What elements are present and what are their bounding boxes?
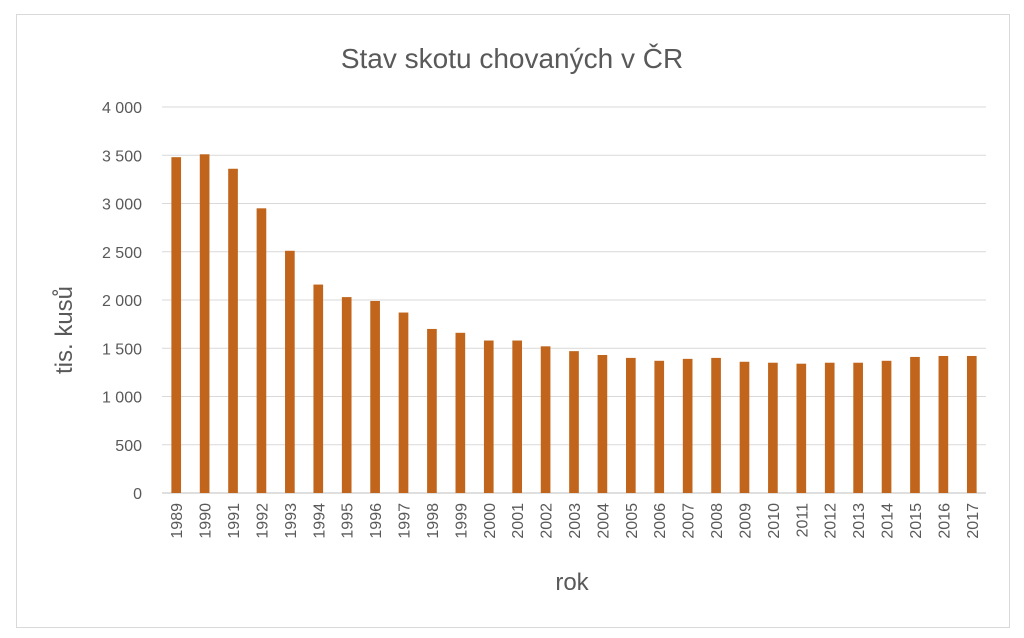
x-axis-ticks: 1989 1990 1991 1992 1993 1994 1995 1996 1997 1998… <box>169 503 982 539</box>
x-tick-label: 2006 <box>652 503 669 539</box>
bar-2001 <box>512 340 523 493</box>
bar-1995 <box>341 297 352 493</box>
x-tick-label: 1997 <box>397 503 414 539</box>
bar-2011 <box>796 363 807 493</box>
x-tick-label: 2008 <box>709 503 726 539</box>
x-tick-label: 2012 <box>823 503 840 539</box>
bar-2012 <box>824 362 835 493</box>
bar-2009 <box>739 361 750 493</box>
x-tick-label: 1998 <box>425 503 442 539</box>
x-tick-label: 2009 <box>737 503 754 539</box>
y-tick-label: 500 <box>115 438 142 455</box>
x-tick-label: 1991 <box>226 503 243 539</box>
y-tick-label: 0 <box>133 486 142 503</box>
bar-1998 <box>427 328 437 493</box>
bar-1994 <box>313 284 324 493</box>
bar-2014 <box>881 360 892 493</box>
x-tick-label: 2016 <box>936 503 953 539</box>
bar-2017 <box>966 355 977 493</box>
bar-2013 <box>853 362 863 493</box>
grid-lines <box>162 106 986 494</box>
x-tick-label: 2010 <box>766 503 783 539</box>
x-tick-label: 1992 <box>254 503 271 539</box>
y-tick-label: 4 000 <box>102 100 142 117</box>
y-axis-ticks: 0 500 1 000 1 500 2 000 2 500 3 000 3 500 4 000 <box>102 100 142 503</box>
x-tick-label: 1993 <box>283 503 300 539</box>
bar-1991 <box>228 168 238 493</box>
x-tick-label: 2000 <box>482 503 499 539</box>
y-tick-label: 1 000 <box>102 390 142 407</box>
bars <box>171 154 977 493</box>
bar-2005 <box>625 357 636 493</box>
y-tick-label: 3 000 <box>102 197 142 214</box>
bar-2007 <box>682 358 693 493</box>
y-tick-label: 1 500 <box>102 341 142 358</box>
chart-frame <box>16 14 1010 628</box>
x-tick-label: 1995 <box>340 503 357 539</box>
x-tick-label: 2007 <box>681 503 698 539</box>
y-axis-label: tis. kusů <box>51 286 78 374</box>
bar-2010 <box>768 362 778 493</box>
y-tick-label: 3 500 <box>102 148 142 165</box>
bar-2002 <box>540 346 551 493</box>
y-tick-label: 2 000 <box>102 293 142 310</box>
x-tick-label: 1996 <box>368 503 385 539</box>
x-tick-label: 2015 <box>908 503 925 539</box>
bar-1990 <box>199 154 210 493</box>
bar-2008 <box>711 357 721 493</box>
bar-2016 <box>938 355 949 493</box>
x-tick-label: 2004 <box>595 503 612 539</box>
x-axis-label: rok <box>555 569 589 596</box>
x-tick-label: 1990 <box>198 503 215 539</box>
x-tick-label: 2001 <box>510 503 527 539</box>
bar-1993 <box>285 250 295 493</box>
x-tick-label: 2014 <box>880 503 897 539</box>
x-tick-label: 1989 <box>169 503 186 539</box>
x-tick-label: 2017 <box>965 503 982 539</box>
x-tick-label: 1999 <box>453 503 470 539</box>
bar-2003 <box>569 351 579 493</box>
bar-1997 <box>398 312 409 493</box>
x-tick-label: 2013 <box>851 503 868 539</box>
chart-title: Stav skotu chovaných v ČR <box>341 43 683 74</box>
bar-2004 <box>597 355 608 493</box>
bar-2000 <box>483 340 494 493</box>
bar-1996 <box>370 300 380 493</box>
x-tick-label: 2003 <box>567 503 584 539</box>
bar-1989 <box>171 157 182 493</box>
bar-1999 <box>455 332 466 493</box>
bar-2015 <box>910 356 920 493</box>
x-tick-label: 1994 <box>311 503 328 539</box>
x-tick-label: 2011 <box>794 503 811 538</box>
y-tick-label: 2 500 <box>102 245 142 262</box>
x-tick-label: 2005 <box>624 503 641 539</box>
bar-2006 <box>654 360 665 493</box>
bar-1992 <box>256 208 267 493</box>
x-tick-label: 2002 <box>539 503 556 539</box>
